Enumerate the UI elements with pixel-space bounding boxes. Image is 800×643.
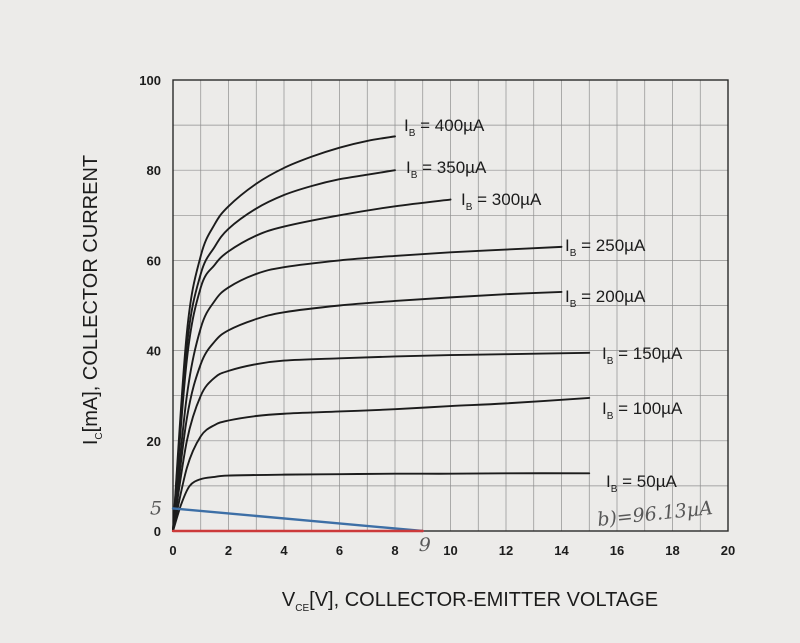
- y-tick-label: 20: [147, 434, 161, 449]
- y-tick-label: 40: [147, 344, 161, 359]
- curve-labels: IB = 400µA IB = 350µA IB = 300µA IB = 250µA…: [404, 116, 683, 495]
- series-line: [172, 198, 452, 532]
- x-tick-label: 6: [336, 543, 343, 558]
- x-tick-label: 4: [280, 543, 288, 558]
- series-line: [172, 397, 591, 532]
- series-line: [172, 291, 563, 532]
- x-tick-label: 2: [225, 543, 232, 558]
- y-tick-label: 0: [154, 524, 161, 539]
- curve-label: IB = 200µA: [565, 287, 646, 310]
- curve-label: IB = 250µA: [565, 236, 646, 259]
- x-tick-label: 16: [610, 543, 624, 558]
- y-tick-label: 60: [147, 253, 161, 268]
- y-mark-annotation: 5: [150, 497, 162, 519]
- y-tick-label: 100: [139, 73, 161, 88]
- x-tick-label: 14: [554, 543, 569, 558]
- y-tick-label: 80: [147, 163, 161, 178]
- x-tick-label: 12: [499, 543, 513, 558]
- x-axis-label: VCE[V], COLLECTOR-EMITTER VOLTAGE: [282, 589, 658, 614]
- curve-label: IB = 300µA: [461, 190, 542, 213]
- x-tick-labels: 0 2 4 6 8 10 12 14 16 18 20: [169, 543, 735, 558]
- series-line: [172, 135, 396, 532]
- x-tick-label: 18: [665, 543, 679, 558]
- series-line: [172, 169, 396, 532]
- x-tick-label: 8: [391, 543, 398, 558]
- grid: [172, 79, 729, 532]
- y-axis-label: IC[mA], COLLECTOR CURRENT: [80, 155, 105, 445]
- load-line-line: [171, 507, 424, 533]
- series-line: [172, 245, 563, 532]
- y-tick-labels: 0 20 40 60 80 100: [139, 73, 161, 539]
- curve-label: IB = 350µA: [406, 158, 487, 181]
- curve-label: IB = 100µA: [602, 399, 683, 422]
- x-tick-label: 10: [443, 543, 457, 558]
- annotations: 5 9 b)=96.13µA: [150, 497, 714, 556]
- plot-frame: [172, 79, 729, 532]
- handwritten-note: b)=96.13µA: [596, 497, 714, 531]
- series-line: [172, 472, 591, 532]
- curve-label: IB = 400µA: [404, 116, 485, 139]
- series-curves: [171, 135, 591, 533]
- x-mark-annotation: 9: [419, 534, 431, 556]
- curve-label: IB = 50µA: [606, 472, 677, 495]
- x-tick-label: 0: [169, 543, 176, 558]
- curve-label: IB = 150µA: [602, 344, 683, 367]
- x-tick-label: 20: [721, 543, 735, 558]
- series-line: [172, 351, 591, 532]
